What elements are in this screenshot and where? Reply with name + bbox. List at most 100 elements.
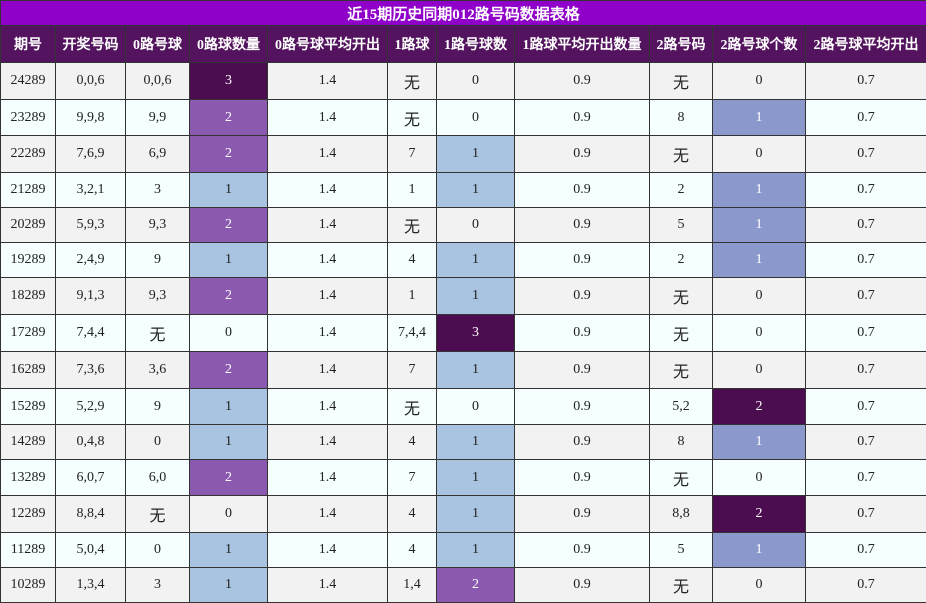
cell-route1-balls: 1 xyxy=(388,278,437,315)
cell-route1-average: 0.9 xyxy=(515,136,650,173)
cell-route0-balls: 9 xyxy=(126,389,190,425)
cell-route0-average: 1.4 xyxy=(268,496,388,533)
cell-period: 14289 xyxy=(1,425,56,460)
cell-route1-average: 0.9 xyxy=(515,278,650,315)
cell-route0-average: 1.4 xyxy=(268,352,388,389)
cell-route1-balls: 7 xyxy=(388,460,437,496)
cell-route0-average: 1.4 xyxy=(268,278,388,315)
cell-route0-balls: 9,9 xyxy=(126,100,190,136)
cell-route2-average: 0.7 xyxy=(806,315,926,352)
cell-period: 22289 xyxy=(1,136,56,173)
cell-draw-number: 7,3,6 xyxy=(56,352,126,389)
cell-route2-count: 0 xyxy=(713,568,806,603)
cell-route0-count: 2 xyxy=(190,136,268,173)
cell-route1-balls: 无 xyxy=(388,208,437,243)
cell-route0-count: 1 xyxy=(190,173,268,208)
cell-route1-count: 2 xyxy=(437,568,515,603)
cell-route0-count: 1 xyxy=(190,425,268,460)
cell-period: 23289 xyxy=(1,100,56,136)
cell-route2-balls: 无 xyxy=(650,352,713,389)
cell-route1-count: 1 xyxy=(437,173,515,208)
cell-route0-average: 1.4 xyxy=(268,208,388,243)
cell-route1-average: 0.9 xyxy=(515,100,650,136)
cell-route0-average: 1.4 xyxy=(268,63,388,100)
cell-route1-average: 0.9 xyxy=(515,208,650,243)
cell-period: 18289 xyxy=(1,278,56,315)
cell-route1-count: 1 xyxy=(437,352,515,389)
cell-route0-count: 2 xyxy=(190,278,268,315)
cell-route1-count: 1 xyxy=(437,278,515,315)
cell-draw-number: 7,4,4 xyxy=(56,315,126,352)
cell-route2-balls: 5 xyxy=(650,208,713,243)
cell-route1-average: 0.9 xyxy=(515,173,650,208)
cell-route1-count: 0 xyxy=(437,389,515,425)
cell-route2-average: 0.7 xyxy=(806,425,926,460)
cell-route2-count: 0 xyxy=(713,315,806,352)
cell-route2-count: 0 xyxy=(713,63,806,100)
header-route0-average: 0路号球平均开出 xyxy=(268,26,388,63)
header-route2-balls: 2路号码 xyxy=(650,26,713,63)
cell-route0-count: 1 xyxy=(190,533,268,568)
cell-route1-average: 0.9 xyxy=(515,352,650,389)
cell-route1-count: 0 xyxy=(437,208,515,243)
cell-route2-balls: 5,2 xyxy=(650,389,713,425)
cell-route2-average: 0.7 xyxy=(806,63,926,100)
header-route2-average: 2路号球平均开出 xyxy=(806,26,926,63)
cell-route0-balls: 0 xyxy=(126,533,190,568)
cell-route1-count: 0 xyxy=(437,63,515,100)
cell-route2-average: 0.7 xyxy=(806,278,926,315)
cell-route2-balls: 8,8 xyxy=(650,496,713,533)
cell-route2-count: 1 xyxy=(713,208,806,243)
cell-route1-average: 0.9 xyxy=(515,389,650,425)
cell-route2-balls: 2 xyxy=(650,243,713,278)
cell-route2-count: 0 xyxy=(713,460,806,496)
header-draw-number: 开奖号码 xyxy=(56,26,126,63)
header-route1-count: 1路号球数 xyxy=(437,26,515,63)
cell-route1-average: 0.9 xyxy=(515,315,650,352)
cell-draw-number: 6,0,7 xyxy=(56,460,126,496)
cell-route2-balls: 无 xyxy=(650,315,713,352)
cell-route2-average: 0.7 xyxy=(806,568,926,603)
cell-route0-average: 1.4 xyxy=(268,568,388,603)
cell-route0-average: 1.4 xyxy=(268,173,388,208)
cell-draw-number: 3,2,1 xyxy=(56,173,126,208)
cell-draw-number: 7,6,9 xyxy=(56,136,126,173)
header-period: 期号 xyxy=(1,26,56,63)
cell-route1-average: 0.9 xyxy=(515,460,650,496)
cell-route2-balls: 8 xyxy=(650,100,713,136)
header-route1-average: 1路球平均开出数量 xyxy=(515,26,650,63)
cell-route1-balls: 1,4 xyxy=(388,568,437,603)
cell-route0-average: 1.4 xyxy=(268,425,388,460)
cell-draw-number: 5,9,3 xyxy=(56,208,126,243)
cell-route1-count: 1 xyxy=(437,425,515,460)
cell-period: 12289 xyxy=(1,496,56,533)
cell-route0-balls: 9 xyxy=(126,243,190,278)
cell-route2-balls: 无 xyxy=(650,63,713,100)
cell-route0-balls: 9,3 xyxy=(126,278,190,315)
cell-route0-count: 1 xyxy=(190,568,268,603)
cell-draw-number: 2,4,9 xyxy=(56,243,126,278)
cell-route1-average: 0.9 xyxy=(515,425,650,460)
cell-route0-average: 1.4 xyxy=(268,100,388,136)
cell-route0-balls: 3,6 xyxy=(126,352,190,389)
cell-route0-average: 1.4 xyxy=(268,136,388,173)
cell-route2-average: 0.7 xyxy=(806,136,926,173)
cell-route1-balls: 1 xyxy=(388,173,437,208)
cell-route1-average: 0.9 xyxy=(515,243,650,278)
cell-draw-number: 8,8,4 xyxy=(56,496,126,533)
cell-route2-balls: 无 xyxy=(650,568,713,603)
cell-route0-balls: 无 xyxy=(126,496,190,533)
cell-route0-count: 0 xyxy=(190,315,268,352)
cell-route1-count: 1 xyxy=(437,460,515,496)
cell-route2-balls: 8 xyxy=(650,425,713,460)
cell-period: 19289 xyxy=(1,243,56,278)
cell-route2-balls: 无 xyxy=(650,136,713,173)
